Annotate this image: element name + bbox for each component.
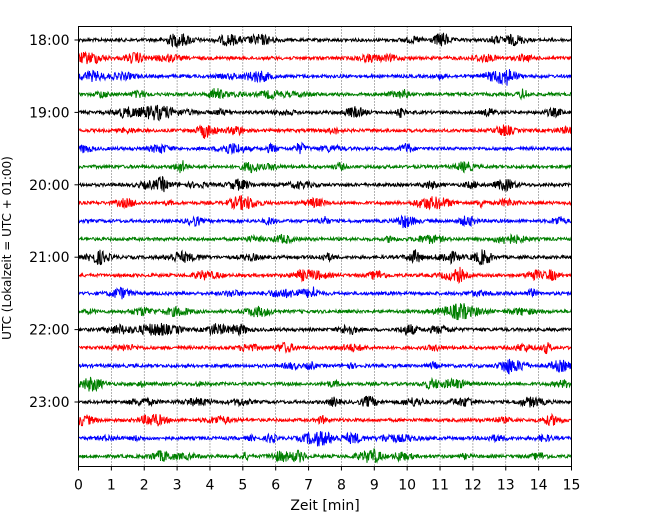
x-tick-label: 5 (238, 478, 247, 494)
seismogram-trace (78, 141, 572, 156)
y-axis-label: UTC (Lokalzeit = UTC + 01:00) (0, 156, 14, 340)
x-tick-label: 6 (271, 478, 280, 494)
x-tick-label: 3 (173, 478, 182, 494)
y-tick-label: 20:00 (29, 178, 69, 194)
seismogram-trace (78, 395, 572, 408)
x-tick-label: 7 (304, 478, 313, 494)
x-tick-label: 12 (464, 478, 482, 494)
seismogram-trace (78, 448, 572, 464)
seismogram-trace (78, 266, 572, 285)
seismogram-trace (78, 32, 572, 48)
x-tick-label: 2 (140, 478, 149, 494)
y-tick-label: 23:00 (29, 395, 69, 411)
seismogram-trace (78, 233, 572, 245)
x-tick-label: 4 (206, 478, 215, 494)
x-tick-label: 10 (398, 478, 416, 494)
x-tick-label: 0 (74, 478, 83, 494)
y-axis: 18:00 19:00 20:00 21:00 22:00 23:00 (29, 33, 79, 411)
x-axis-label: Zeit [min] (290, 498, 359, 514)
x-axis: 0 1 2 3 4 5 6 7 8 9 10 11 12 13 14 15 (74, 466, 581, 494)
seismogram-trace (78, 176, 572, 193)
seismogram-trace (78, 431, 572, 447)
trace-group (78, 32, 572, 464)
y-tick-label: 22:00 (29, 323, 69, 339)
seismogram-trace (78, 376, 572, 393)
y-tick-label: 19:00 (29, 105, 69, 121)
x-tick-label: 9 (370, 478, 379, 494)
x-tick-label: 8 (337, 478, 346, 494)
vertical-gridlines (111, 26, 539, 467)
x-tick-label: 15 (563, 478, 581, 494)
seismogram-trace (78, 51, 572, 65)
seismogram-trace (78, 88, 572, 101)
seismogram-trace (78, 286, 572, 300)
seismogram-trace (78, 341, 572, 355)
plot-frame (78, 26, 572, 467)
x-tick-label: 14 (530, 478, 548, 494)
seismogram-trace (78, 195, 572, 211)
seismogram-trace (78, 69, 572, 86)
y-tick-label: 21:00 (29, 250, 69, 266)
x-tick-label: 11 (431, 478, 449, 494)
seismogram-trace (78, 303, 572, 321)
seismogram-trace (78, 104, 572, 122)
seismogram-trace (78, 160, 572, 174)
seismogram-trace (78, 248, 572, 266)
seismogram-trace (78, 358, 572, 375)
seismogram-trace (78, 412, 572, 427)
x-tick-label: 13 (497, 478, 515, 494)
x-tick-label: 1 (107, 478, 116, 494)
seismogram-trace (78, 124, 572, 139)
y-tick-label: 18:00 (29, 33, 69, 49)
seismogram-trace (78, 214, 572, 229)
seismogram-trace (78, 322, 572, 337)
